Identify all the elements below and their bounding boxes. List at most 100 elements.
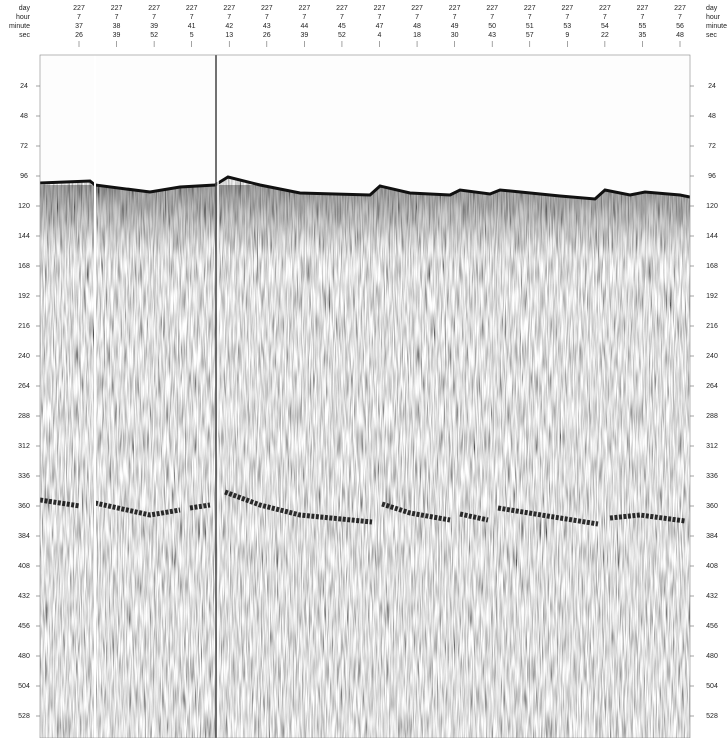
header-value: 48 [676, 32, 684, 39]
y-tick-label: 336 [18, 473, 30, 480]
y-tick-label: 168 [706, 263, 718, 270]
header-value: 7 [227, 14, 231, 21]
y-tick-label: 312 [706, 443, 718, 450]
row-label: minute [706, 23, 727, 30]
y-tick-label: 240 [18, 353, 30, 360]
y-tick-label: 456 [18, 623, 30, 630]
header-value: 52 [338, 32, 346, 39]
header-value: 7 [152, 14, 156, 21]
row-label: minute [9, 23, 30, 30]
row-label: day [19, 5, 31, 12]
header-value: 7 [565, 14, 569, 21]
header-value: 56 [676, 23, 684, 30]
y-tick-label: 504 [706, 683, 718, 690]
profile-image [40, 55, 690, 738]
header-value: 7 [678, 14, 682, 21]
header-value: 7 [302, 14, 306, 21]
row-label: sec [706, 32, 717, 39]
row-label: hour [16, 14, 31, 21]
header-value: 7 [603, 14, 607, 21]
header-value: 7 [640, 14, 644, 21]
y-tick-label: 432 [706, 593, 718, 600]
header-value: 54 [601, 23, 609, 30]
header-value: 51 [526, 23, 534, 30]
header-value: 227 [524, 5, 536, 12]
y-tick-label: 264 [706, 383, 718, 390]
header-value: 7 [378, 14, 382, 21]
header-value: 227 [449, 5, 461, 12]
header-value: 7 [340, 14, 344, 21]
y-tick-label: 408 [706, 563, 718, 570]
y-tick-label: 528 [18, 713, 30, 720]
y-tick-label: 408 [18, 563, 30, 570]
header-value: 43 [263, 23, 271, 30]
header-value: 7 [115, 14, 119, 21]
y-tick-label: 384 [18, 533, 30, 540]
y-tick-label: 480 [706, 653, 718, 660]
header-value: 7 [415, 14, 419, 21]
y-tick-label: 120 [18, 203, 30, 210]
header-value: 227 [223, 5, 235, 12]
header-value: 7 [77, 14, 81, 21]
header-value: 227 [374, 5, 386, 12]
header-value: 227 [637, 5, 649, 12]
header-value: 39 [150, 23, 158, 30]
header-value: 39 [300, 32, 308, 39]
y-tick-label: 288 [18, 413, 30, 420]
header-value: 53 [563, 23, 571, 30]
y-tick-label: 144 [18, 233, 30, 240]
header-value: 227 [111, 5, 123, 12]
header-value: 48 [413, 23, 421, 30]
row-label: sec [19, 32, 30, 39]
y-tick-label: 216 [18, 323, 30, 330]
header-value: 30 [451, 32, 459, 39]
header-value: 227 [486, 5, 498, 12]
y-tick-label: 336 [706, 473, 718, 480]
header-value: 35 [639, 32, 647, 39]
water-column [40, 55, 690, 199]
header-value: 26 [75, 32, 83, 39]
header-value: 7 [265, 14, 269, 21]
y-tick-label: 72 [20, 143, 28, 150]
header-value: 55 [639, 23, 647, 30]
y-tick-label: 48 [20, 113, 28, 120]
header-value: 4 [378, 32, 382, 39]
y-tick-label: 360 [18, 503, 30, 510]
header-value: 227 [561, 5, 573, 12]
y-tick-label: 504 [18, 683, 30, 690]
header-value: 42 [225, 23, 233, 30]
y-tick-label: 192 [706, 293, 718, 300]
header-value: 5 [190, 32, 194, 39]
y-tick-label: 168 [18, 263, 30, 270]
header-value: 227 [186, 5, 198, 12]
header-value: 227 [599, 5, 611, 12]
header-value: 50 [488, 23, 496, 30]
header-value: 39 [113, 32, 121, 39]
y-tick-label: 144 [706, 233, 718, 240]
row-label: hour [706, 14, 721, 21]
y-tick-label: 288 [706, 413, 718, 420]
y-tick-label: 432 [18, 593, 30, 600]
header-value: 18 [413, 32, 421, 39]
header-value: 227 [73, 5, 85, 12]
y-tick-label: 312 [18, 443, 30, 450]
y-tick-label: 264 [18, 383, 30, 390]
header-value: 44 [300, 23, 308, 30]
header-value: 47 [376, 23, 384, 30]
header-value: 9 [565, 32, 569, 39]
header-value: 22 [601, 32, 609, 39]
header-value: 37 [75, 23, 83, 30]
header-value: 227 [411, 5, 423, 12]
y-tick-label: 384 [706, 533, 718, 540]
header-value: 7 [528, 14, 532, 21]
header-value: 227 [674, 5, 686, 12]
header-value: 7 [490, 14, 494, 21]
y-tick-label: 72 [708, 143, 716, 150]
header-value: 49 [451, 23, 459, 30]
header-value: 57 [526, 32, 534, 39]
header-value: 45 [338, 23, 346, 30]
header-value: 41 [188, 23, 196, 30]
header-value: 227 [261, 5, 273, 12]
header-value: 7 [190, 14, 194, 21]
